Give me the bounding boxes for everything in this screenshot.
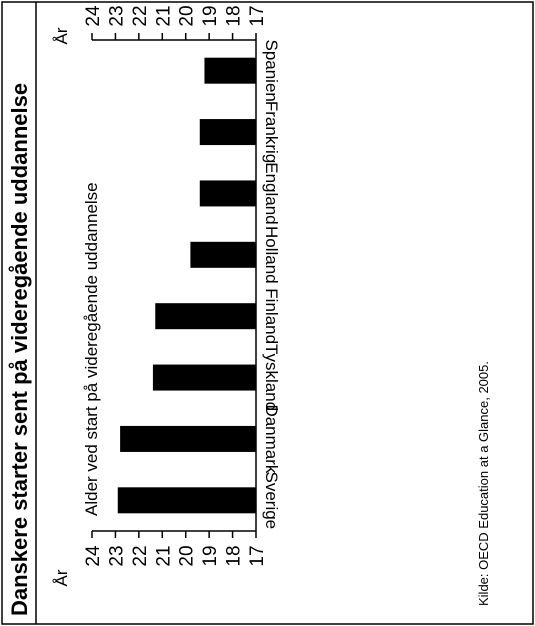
category-label-finland: Finland [262, 288, 281, 344]
category-label-danmark: Danmark [262, 404, 281, 473]
bar-sverige [117, 487, 257, 514]
category-label-frankrig: Frankrig [262, 101, 281, 163]
tick-label-top: 20 [177, 5, 198, 26]
tick-label-bottom: 23 [106, 545, 127, 566]
tick-label-bottom: 21 [153, 545, 174, 566]
chart-subtitle: Alder ved start på videregående uddannel… [82, 182, 101, 516]
bar-finland [155, 303, 256, 330]
chart-title: Danskere starter sent på videregående ud… [7, 83, 32, 616]
bar-england [199, 180, 256, 207]
bar-frankrig [199, 119, 256, 146]
bar-spanien [204, 57, 256, 84]
category-label-holland: Holland [262, 226, 281, 284]
tick-label-bottom: 17 [247, 545, 268, 566]
bar-holland [190, 241, 256, 268]
bars-group [117, 40, 257, 531]
category-label-spanien: Spanien [262, 39, 281, 101]
unit-label-bottom: År [52, 569, 71, 586]
tick-label-bottom: 19 [200, 545, 221, 566]
bar-tyskland [152, 364, 257, 391]
category-label-england: England [262, 162, 281, 224]
tick-label-bottom: 22 [130, 545, 151, 566]
tick-label-top: 21 [153, 5, 174, 26]
tick-label-top: 18 [224, 5, 245, 26]
tick-label-top: 23 [106, 5, 127, 26]
category-label-sverige: Sverige [262, 471, 281, 529]
tick-label-top: 19 [200, 5, 221, 26]
tick-label-top: 22 [130, 5, 151, 26]
tick-label-top: 24 [83, 5, 104, 27]
tick-label-bottom: 24 [83, 545, 104, 567]
tick-label-top: 17 [247, 5, 268, 26]
chart-source: Kilde: OECD Education at a Glance, 2005. [476, 361, 491, 606]
category-label-tyskland: Tyskland [262, 344, 281, 411]
unit-label-top: År [52, 27, 71, 44]
bar-danmark [120, 425, 256, 452]
tick-label-bottom: 20 [177, 545, 198, 566]
tick-label-bottom: 18 [224, 545, 245, 566]
